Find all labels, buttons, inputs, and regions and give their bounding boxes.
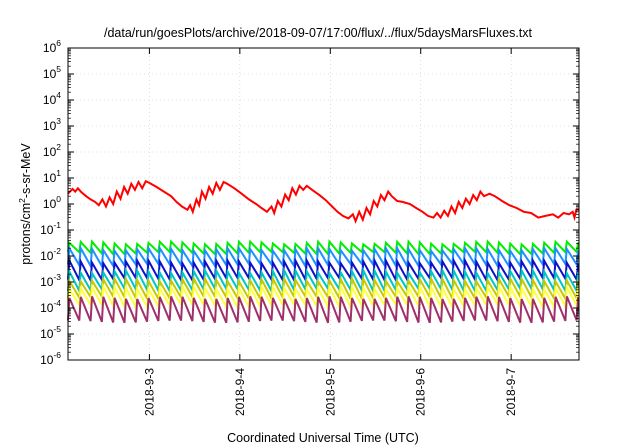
y-tick-label: 10-3 — [40, 272, 61, 289]
flux-series-line — [67, 282, 580, 311]
x-tick-label: 2018-9-4 — [233, 368, 247, 416]
y-axis-label-tail: -s-sr-MeV — [19, 143, 33, 199]
flux-series-line — [67, 296, 580, 324]
y-tick-label: 102 — [43, 142, 61, 159]
series-layer — [67, 179, 580, 324]
x-tick-label: 2018-9-3 — [142, 368, 156, 416]
y-axis-label-base: protons/cm — [19, 203, 33, 265]
y-axis-label-sup: 2 — [17, 198, 27, 203]
flux-series-line — [67, 274, 580, 303]
y-tick-label: 105 — [43, 64, 61, 81]
chart-title: /data/run/goesPlots/archive/2018-09-07/1… — [104, 26, 533, 40]
y-tick-label: 103 — [43, 116, 61, 133]
y-tick-label: 104 — [43, 90, 61, 107]
y-tick-label: 101 — [43, 168, 61, 185]
y-tick-label: 10-6 — [40, 350, 61, 367]
y-tick-label: 10-5 — [40, 324, 61, 341]
y-axis: 10-6 10-5 10-4 10-3 10-2 10-1 100 101 102 103 104 1… — [40, 38, 579, 367]
y-tick-label: 10-1 — [40, 220, 61, 237]
y-tick-label: 106 — [43, 38, 61, 55]
flux-series-line — [67, 256, 580, 284]
x-axis-label: Coordinated Universal Time (UTC) — [227, 431, 419, 445]
y-axis-label: protons/cm2-s-sr-MeV — [17, 143, 33, 265]
y-tick-label: 10-2 — [40, 246, 61, 263]
flux-series-line — [67, 266, 580, 295]
flux-series-line — [67, 244, 580, 270]
flux-series-line — [67, 239, 580, 257]
x-tick-label: 2018-9-7 — [504, 368, 518, 416]
x-tick-label: 2018-9-5 — [323, 368, 337, 416]
x-axis: 2018-9-3 2018-9-4 2018-9-5 2018-9-6 2018-9-7 — [142, 48, 518, 416]
x-tick-label: 2018-9-6 — [414, 368, 428, 416]
y-tick-label: 100 — [43, 194, 61, 211]
high-energy-series-line — [67, 179, 579, 224]
y-tick-label: 10-4 — [40, 298, 61, 315]
